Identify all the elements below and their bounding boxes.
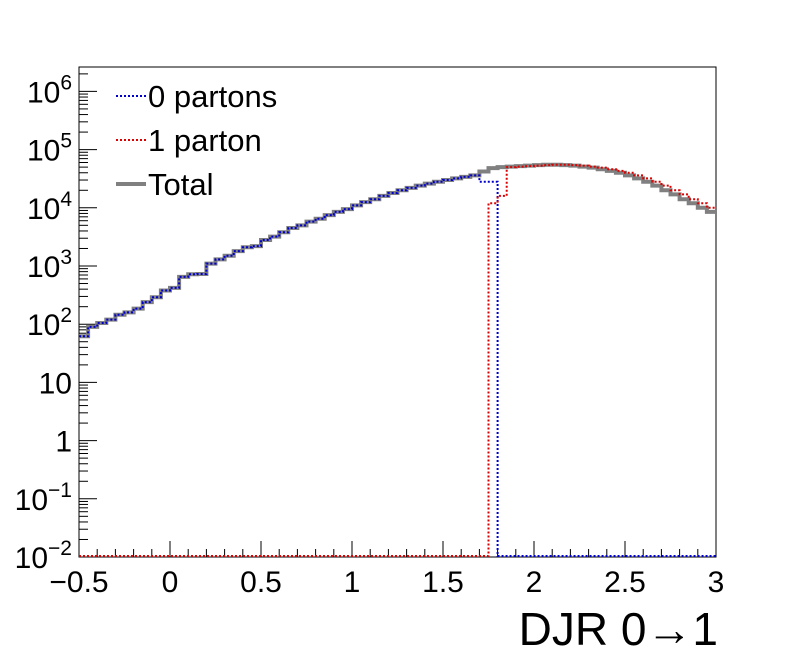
plot-frame bbox=[78, 66, 717, 558]
y-tick-label: 103 bbox=[27, 246, 72, 284]
legend-label-1-parton: 1 parton bbox=[148, 123, 262, 158]
y-tick-label: 10−2 bbox=[15, 537, 72, 575]
y-tick-label: 104 bbox=[27, 188, 72, 226]
x-tick-label: 1.5 bbox=[422, 566, 464, 599]
x-tick-label: −0.5 bbox=[49, 566, 108, 599]
x-tick-label: 0 bbox=[162, 566, 179, 599]
y-tick-label: 106 bbox=[27, 71, 72, 109]
x-tick-label: 3 bbox=[708, 566, 725, 599]
series-layer bbox=[79, 162, 716, 557]
x-tick-label: 2.5 bbox=[604, 566, 646, 599]
x-tick-label: 2 bbox=[526, 566, 543, 599]
legend-label-total: Total bbox=[148, 167, 213, 202]
legend-label-0-partons: 0 partons bbox=[148, 79, 277, 114]
legend: 0 partons 1 parton Total bbox=[116, 79, 277, 202]
series-1-parton bbox=[79, 163, 716, 557]
y-tick-label: 10 bbox=[39, 367, 72, 400]
y-tick-label: 10−1 bbox=[15, 479, 72, 517]
plot-area bbox=[78, 66, 717, 558]
y-tick-label: 105 bbox=[27, 130, 72, 168]
x-axis-label: DJR 0→1 bbox=[519, 603, 718, 655]
x-axis: −0.5 0 0.5 1 1.5 2 2.5 3 bbox=[49, 541, 724, 599]
y-axis: 10−2 10−1 1 10 102 103 104 105 106 bbox=[15, 71, 97, 575]
y-tick-label: 102 bbox=[27, 304, 72, 342]
x-tick-label: 0.5 bbox=[240, 566, 282, 599]
x-tick-label: 1 bbox=[344, 566, 361, 599]
y-tick-label: 1 bbox=[55, 426, 72, 459]
series-0-partons bbox=[79, 174, 716, 557]
